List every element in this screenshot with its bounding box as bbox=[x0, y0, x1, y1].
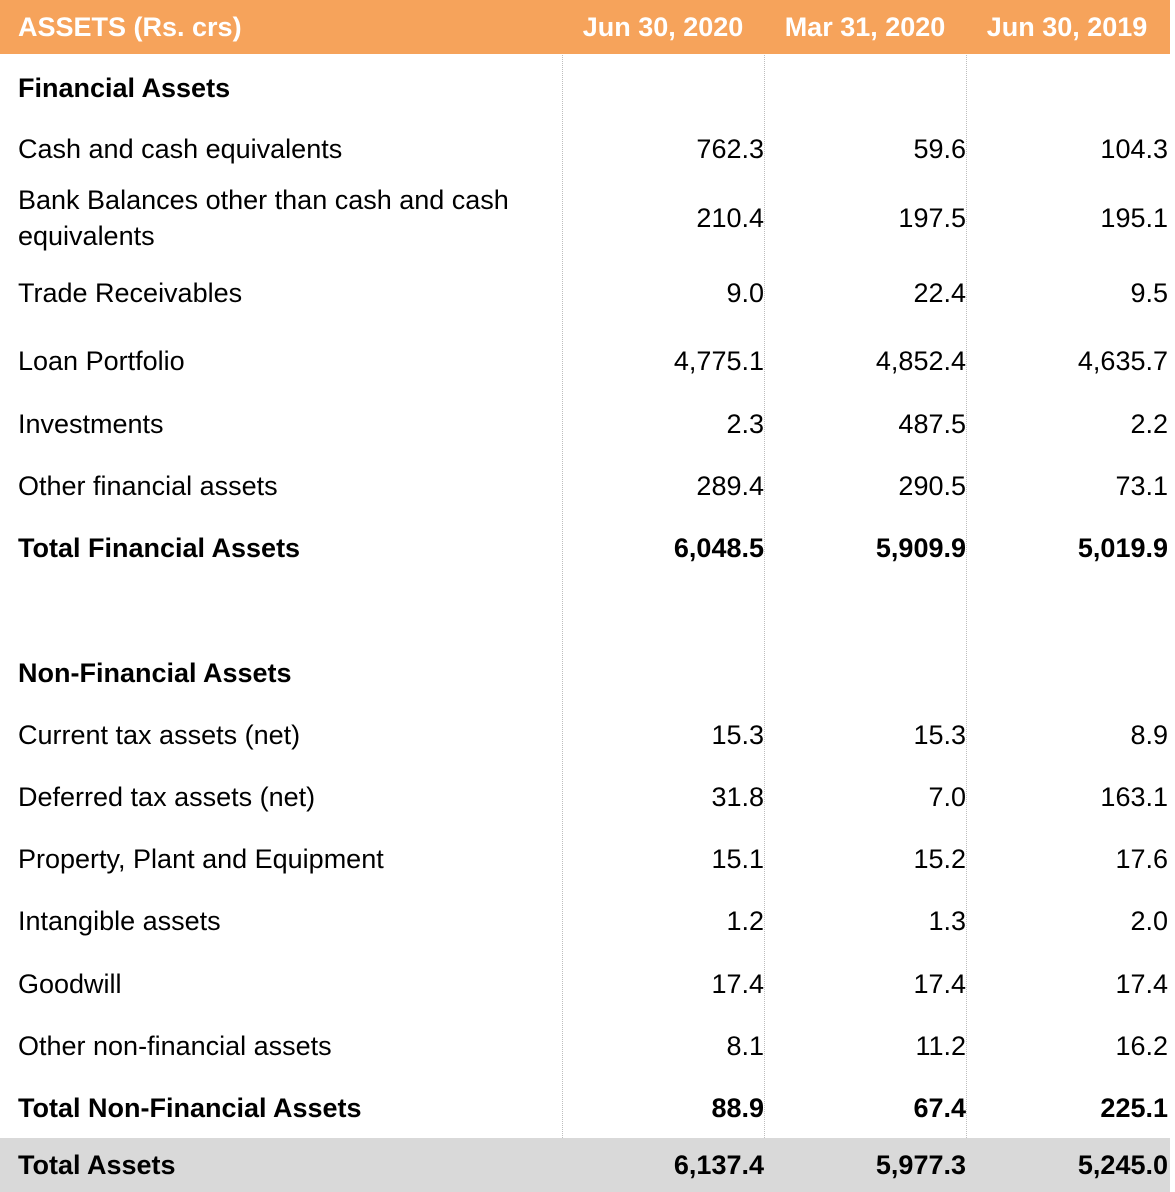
row-value-2: 59.6 bbox=[913, 133, 966, 164]
row-label-goodwill: Goodwill bbox=[18, 969, 122, 999]
row-value-2: 22.4 bbox=[913, 277, 966, 308]
row-value-1: 15.3 bbox=[711, 719, 764, 750]
row-value-2: 197.5 bbox=[898, 202, 966, 233]
table-row: Deferred tax assets (net) 31.8 7.0 163.1 bbox=[0, 770, 1170, 824]
header-period-1: Jun 30, 2020 bbox=[582, 11, 744, 42]
row-value-3: 5,019.9 bbox=[1077, 532, 1168, 563]
row-value-2: 15.3 bbox=[913, 719, 966, 750]
header-period-2: Mar 31, 2020 bbox=[784, 11, 946, 42]
table-row: Bank Balances other than cash and cash e… bbox=[0, 179, 1170, 257]
table-row: Total Non-Financial Assets 88.9 67.4 225.1 bbox=[0, 1081, 1170, 1135]
row-value-1: 4,775.1 bbox=[673, 345, 764, 376]
row-value-2: 17.4 bbox=[913, 968, 966, 999]
row-value-3: 16.2 bbox=[1115, 1030, 1168, 1061]
row-value-3: 2.0 bbox=[1130, 905, 1168, 936]
section-heading: Financial Assets bbox=[0, 61, 1170, 115]
table-row: Property, Plant and Equipment 15.1 15.2 17.… bbox=[0, 832, 1170, 886]
row-value-2: 7.0 bbox=[928, 781, 966, 812]
row-value-2: 5,909.9 bbox=[875, 532, 966, 563]
row-value-1: 88.9 bbox=[711, 1092, 764, 1123]
row-value-1: 17.4 bbox=[711, 968, 764, 999]
section-heading: Non-Financial Assets bbox=[0, 646, 1170, 700]
row-label-other-financial-assets: Other financial assets bbox=[18, 471, 278, 501]
row-label-trade-receivables: Trade Receivables bbox=[18, 278, 243, 308]
table-row: Total Financial Assets 6,048.5 5,909.9 5,01… bbox=[0, 521, 1170, 575]
row-label-total-financial-assets: Total Financial Assets bbox=[18, 533, 301, 563]
row-value-1: 6,137.4 bbox=[673, 1149, 764, 1180]
row-value-1: 289.4 bbox=[696, 470, 764, 501]
row-value-2: 67.4 bbox=[913, 1092, 966, 1123]
table-row: Cash and cash equivalents 762.3 59.6 104.3 bbox=[0, 122, 1170, 176]
row-value-3: 195.1 bbox=[1100, 202, 1168, 233]
row-value-3: 5,245.0 bbox=[1077, 1149, 1168, 1180]
row-value-3: 104.3 bbox=[1100, 133, 1168, 164]
header-period-3: Jun 30, 2019 bbox=[986, 11, 1148, 42]
row-value-3: 8.9 bbox=[1130, 719, 1168, 750]
table-row: Goodwill 17.4 17.4 17.4 bbox=[0, 957, 1170, 1011]
row-value-1: 2.3 bbox=[726, 408, 764, 439]
row-value-1: 1.2 bbox=[726, 905, 764, 936]
row-value-3: 2.2 bbox=[1130, 408, 1168, 439]
row-label-total-assets: Total Assets bbox=[18, 1150, 176, 1180]
table-header: ASSETS (Rs. crs) Jun 30, 2020 Mar 31, 2020… bbox=[0, 0, 1170, 54]
table-row: Current tax assets (net) 15.3 15.3 8.9 bbox=[0, 708, 1170, 762]
row-value-3: 17.4 bbox=[1115, 968, 1168, 999]
row-label-current-tax-assets-net: Current tax assets (net) bbox=[18, 720, 301, 750]
row-label-non-financial-assets: Non-Financial Assets bbox=[18, 658, 292, 688]
row-value-1: 31.8 bbox=[711, 781, 764, 812]
column-divider bbox=[562, 0, 563, 1192]
row-value-1: 9.0 bbox=[726, 277, 764, 308]
row-label-financial-assets: Financial Assets bbox=[18, 73, 231, 103]
row-value-2: 4,852.4 bbox=[875, 345, 966, 376]
row-label-bank-balances-other-than-cash-and-cash-equivalents: Bank Balances other than cash and cash e… bbox=[18, 185, 509, 251]
row-label-investments: Investments bbox=[18, 409, 164, 439]
row-value-2: 290.5 bbox=[898, 470, 966, 501]
row-value-1: 210.4 bbox=[696, 202, 764, 233]
row-label-deferred-tax-assets-net: Deferred tax assets (net) bbox=[18, 782, 316, 812]
row-value-1: 6,048.5 bbox=[673, 532, 764, 563]
table-row: Intangible assets 1.2 1.3 2.0 bbox=[0, 894, 1170, 948]
row-value-1: 8.1 bbox=[726, 1030, 764, 1061]
row-label-property-plant-and-equipment: Property, Plant and Equipment bbox=[18, 844, 384, 874]
row-value-3: 225.1 bbox=[1100, 1092, 1168, 1123]
row-label-loan-portfolio: Loan Portfolio bbox=[18, 346, 185, 376]
column-divider bbox=[966, 0, 967, 1192]
row-value-1: 15.1 bbox=[711, 843, 764, 874]
row-value-3: 4,635.7 bbox=[1077, 345, 1168, 376]
row-label-other-non-financial-assets: Other non-financial assets bbox=[18, 1031, 332, 1061]
table-row: Other financial assets 289.4 290.5 73.1 bbox=[0, 459, 1170, 513]
row-value-3: 9.5 bbox=[1130, 277, 1168, 308]
row-value-2: 487.5 bbox=[898, 408, 966, 439]
row-value-3: 17.6 bbox=[1115, 843, 1168, 874]
row-value-2: 1.3 bbox=[928, 905, 966, 936]
table-row: Total Assets 6,137.4 5,977.3 5,245.0 bbox=[0, 1138, 1170, 1192]
table-row: Trade Receivables 9.0 22.4 9.5 bbox=[0, 266, 1170, 320]
column-divider bbox=[764, 0, 765, 1192]
row-value-2: 5,977.3 bbox=[875, 1149, 966, 1180]
table-row: Investments 2.3 487.5 2.2 bbox=[0, 397, 1170, 451]
row-label-cash-and-cash-equivalents: Cash and cash equivalents bbox=[18, 134, 343, 164]
row-label-total-non-financial-assets: Total Non-Financial Assets bbox=[18, 1093, 362, 1123]
row-value-2: 11.2 bbox=[915, 1030, 966, 1061]
table-row: Loan Portfolio 4,775.1 4,852.4 4,635.7 bbox=[0, 334, 1170, 388]
row-label-intangible-assets: Intangible assets bbox=[18, 906, 221, 936]
header-title: ASSETS (Rs. crs) bbox=[18, 12, 242, 42]
row-value-3: 163.1 bbox=[1100, 781, 1168, 812]
row-value-3: 73.1 bbox=[1115, 470, 1168, 501]
row-value-1: 762.3 bbox=[696, 133, 764, 164]
row-value-2: 15.2 bbox=[913, 843, 966, 874]
table-row: Other non-financial assets 8.1 11.2 16.2 bbox=[0, 1019, 1170, 1073]
